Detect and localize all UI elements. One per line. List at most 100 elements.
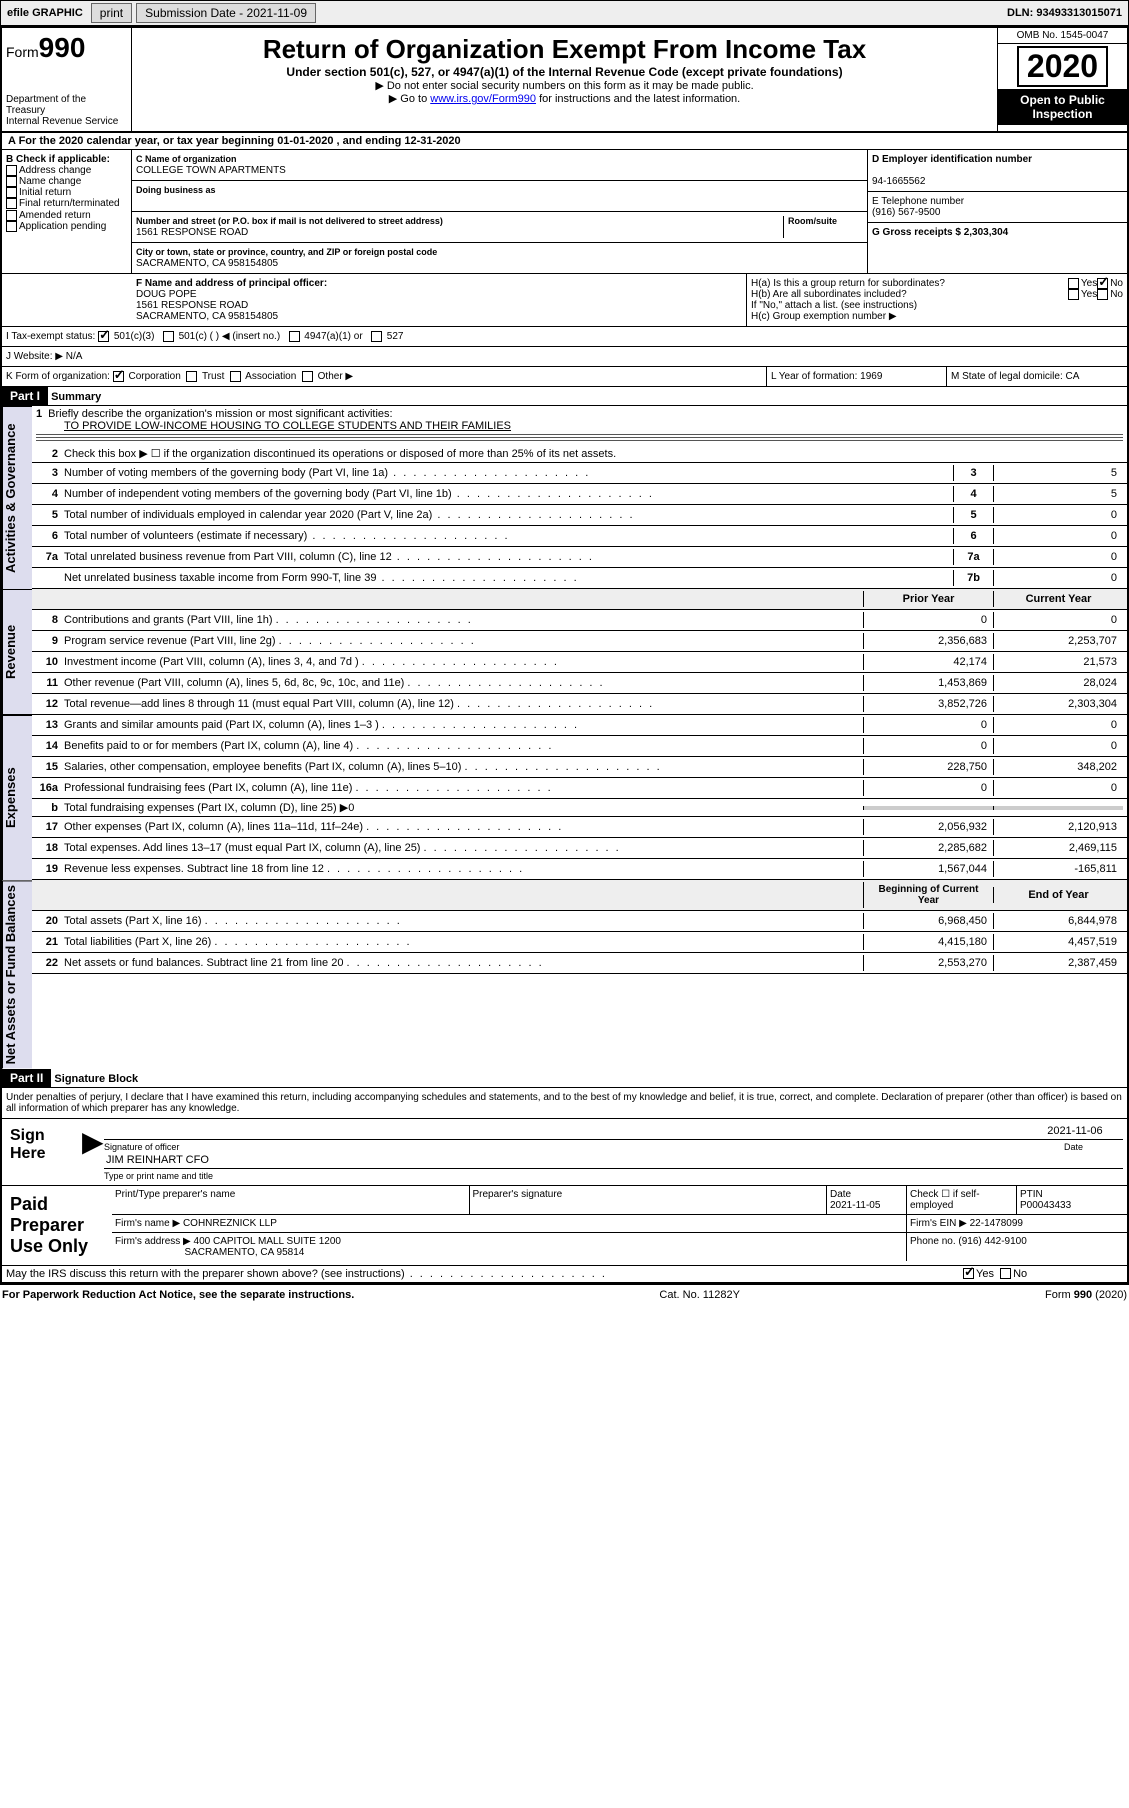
- part-1: Part I Summary Activities & Governance 1…: [2, 387, 1127, 1068]
- instruction-1: ▶ Do not enter social security numbers o…: [138, 79, 991, 92]
- check-amended[interactable]: [6, 210, 17, 221]
- column-c-org: C Name of organizationCOLLEGE TOWN APART…: [132, 150, 867, 273]
- line-19: 19Revenue less expenses. Subtract line 1…: [32, 859, 1127, 880]
- irs-link[interactable]: www.irs.gov/Form990: [430, 93, 536, 105]
- line-6: 6Total number of volunteers (estimate if…: [32, 526, 1127, 547]
- line-3: 3Number of voting members of the governi…: [32, 463, 1127, 484]
- check-501c3[interactable]: [98, 331, 109, 342]
- part1-header: Part I: [2, 387, 48, 405]
- year-formation: L Year of formation: 1969: [767, 367, 947, 386]
- ptin: P00043433: [1020, 1200, 1071, 1211]
- line-9: 9Program service revenue (Part VIII, lin…: [32, 631, 1127, 652]
- check-501c[interactable]: [163, 331, 174, 342]
- submission-date-button[interactable]: Submission Date - 2021-11-09: [136, 3, 316, 23]
- paid-preparer-block: Paid Preparer Use Only Print/Type prepar…: [2, 1186, 1127, 1266]
- inspection-label: Open to Public Inspection: [998, 89, 1127, 125]
- form-word: Form: [6, 44, 39, 60]
- line-15: 15Salaries, other compensation, employee…: [32, 757, 1127, 778]
- check-ha-yes[interactable]: [1068, 278, 1079, 289]
- page-footer: For Paperwork Reduction Act Notice, see …: [0, 1285, 1129, 1305]
- row-j: J Website: ▶ N/A: [2, 347, 1127, 367]
- form-number: 990: [39, 32, 86, 63]
- check-527[interactable]: [371, 331, 382, 342]
- line-11: 11Other revenue (Part VIII, column (A), …: [32, 673, 1127, 694]
- row-i: I Tax-exempt status: 501(c)(3) 501(c) ( …: [2, 327, 1127, 347]
- preparer-date: 2021-11-05: [830, 1200, 880, 1211]
- dept-label: Department of the Treasury Internal Reve…: [6, 94, 127, 127]
- footer-left: For Paperwork Reduction Act Notice, see …: [2, 1289, 354, 1301]
- discuss-row: May the IRS discuss this return with the…: [2, 1266, 1127, 1283]
- line-5: 5Total number of individuals employed in…: [32, 505, 1127, 526]
- line-16a: 16aProfessional fundraising fees (Part I…: [32, 778, 1127, 799]
- row-f-h: F Name and address of principal officer:…: [2, 274, 1127, 327]
- check-initial-return[interactable]: [6, 187, 17, 198]
- line-7a: 7aTotal unrelated business revenue from …: [32, 547, 1127, 568]
- check-4947[interactable]: [289, 331, 300, 342]
- check-ha-no[interactable]: [1097, 278, 1108, 289]
- state-domicile: M State of legal domicile: CA: [947, 367, 1127, 386]
- footer-cat: Cat. No. 11282Y: [659, 1289, 740, 1301]
- check-other[interactable]: [302, 371, 313, 382]
- line-13: 13Grants and similar amounts paid (Part …: [32, 715, 1127, 736]
- firm-addr1: 400 CAPITOL MALL SUITE 1200: [194, 1236, 341, 1247]
- omb-number: OMB No. 1545-0047: [998, 28, 1127, 44]
- efile-label: efile GRAPHIC: [1, 5, 89, 21]
- line-4: 4Number of independent voting members of…: [32, 484, 1127, 505]
- check-discuss-no[interactable]: [1000, 1268, 1011, 1279]
- phone-value: (916) 567-9500: [872, 207, 940, 218]
- check-discuss-yes[interactable]: [963, 1268, 974, 1279]
- header-center: Return of Organization Exempt From Incom…: [132, 28, 997, 131]
- print-button[interactable]: print: [91, 3, 132, 23]
- form-container: Form990 Department of the Treasury Inter…: [0, 26, 1129, 1285]
- entity-info-grid: B Check if applicable: Address change Na…: [2, 150, 1127, 274]
- arrow-icon: ▶: [82, 1119, 100, 1185]
- check-trust[interactable]: [186, 371, 197, 382]
- line-12: 12Total revenue—add lines 8 through 11 (…: [32, 694, 1127, 715]
- header-right: OMB No. 1545-0047 2020 Open to Public In…: [997, 28, 1127, 131]
- line-20: 20Total assets (Part X, line 16) 6,968,4…: [32, 911, 1127, 932]
- row-a-taxyear: A For the 2020 calendar year, or tax yea…: [2, 133, 1127, 150]
- line-7b: Net unrelated business taxable income fr…: [32, 568, 1127, 589]
- column-b-checkboxes: B Check if applicable: Address change Na…: [2, 150, 132, 273]
- check-hb-no[interactable]: [1097, 289, 1108, 300]
- check-association[interactable]: [230, 371, 241, 382]
- form-subtitle: Under section 501(c), 527, or 4947(a)(1)…: [138, 65, 991, 79]
- dln-label: DLN: 93493313015071: [1001, 5, 1128, 21]
- part2-header: Part II: [2, 1069, 51, 1087]
- check-application-pending[interactable]: [6, 221, 17, 232]
- check-address-change[interactable]: [6, 165, 17, 176]
- column-d-ein: D Employer identification number94-16655…: [867, 150, 1127, 273]
- side-activities-governance: Activities & Governance: [2, 406, 32, 589]
- header-left: Form990 Department of the Treasury Inter…: [2, 28, 132, 131]
- line-b: bTotal fundraising expenses (Part IX, co…: [32, 799, 1127, 817]
- line-21: 21Total liabilities (Part X, line 26) 4,…: [32, 932, 1127, 953]
- ein-value: 94-1665562: [872, 176, 925, 187]
- org-city: SACRAMENTO, CA 958154805: [136, 258, 278, 269]
- side-revenue: Revenue: [2, 589, 32, 715]
- paid-preparer-label: Paid Preparer Use Only: [2, 1186, 112, 1265]
- instruction-2: ▶ Go to www.irs.gov/Form990 for instruct…: [138, 92, 991, 105]
- check-corporation[interactable]: [113, 371, 124, 382]
- firm-name: COHNREZNICK LLP: [183, 1218, 277, 1229]
- side-net-assets: Net Assets or Fund Balances: [2, 880, 32, 1068]
- form-title: Return of Organization Exempt From Incom…: [138, 34, 991, 65]
- row-k: K Form of organization: Corporation Trus…: [2, 367, 1127, 387]
- top-toolbar: efile GRAPHIC print Submission Date - 20…: [0, 0, 1129, 26]
- perjury-declaration: Under penalties of perjury, I declare th…: [2, 1088, 1127, 1118]
- firm-phone: (916) 442-9100: [958, 1236, 1026, 1247]
- check-name-change[interactable]: [6, 176, 17, 187]
- sign-date: 2021-11-06: [1047, 1125, 1102, 1137]
- officer-name-title: JIM REINHART CFO: [106, 1154, 209, 1166]
- b-title: B Check if applicable:: [6, 154, 110, 165]
- mission-text: TO PROVIDE LOW-INCOME HOUSING TO COLLEGE…: [64, 420, 511, 432]
- check-final-return[interactable]: [6, 198, 17, 209]
- line-14: 14Benefits paid to or for members (Part …: [32, 736, 1127, 757]
- gross-receipts: G Gross receipts $ 2,303,304: [872, 227, 1008, 238]
- tax-year: 2020: [1017, 46, 1108, 87]
- firm-ein: 22-1478099: [970, 1218, 1023, 1229]
- officer-name: DOUG POPE: [136, 289, 197, 300]
- check-hb-yes[interactable]: [1068, 289, 1079, 300]
- footer-right: Form 990 (2020): [1045, 1289, 1127, 1301]
- firm-addr2: SACRAMENTO, CA 95814: [184, 1247, 304, 1258]
- form-header: Form990 Department of the Treasury Inter…: [2, 28, 1127, 133]
